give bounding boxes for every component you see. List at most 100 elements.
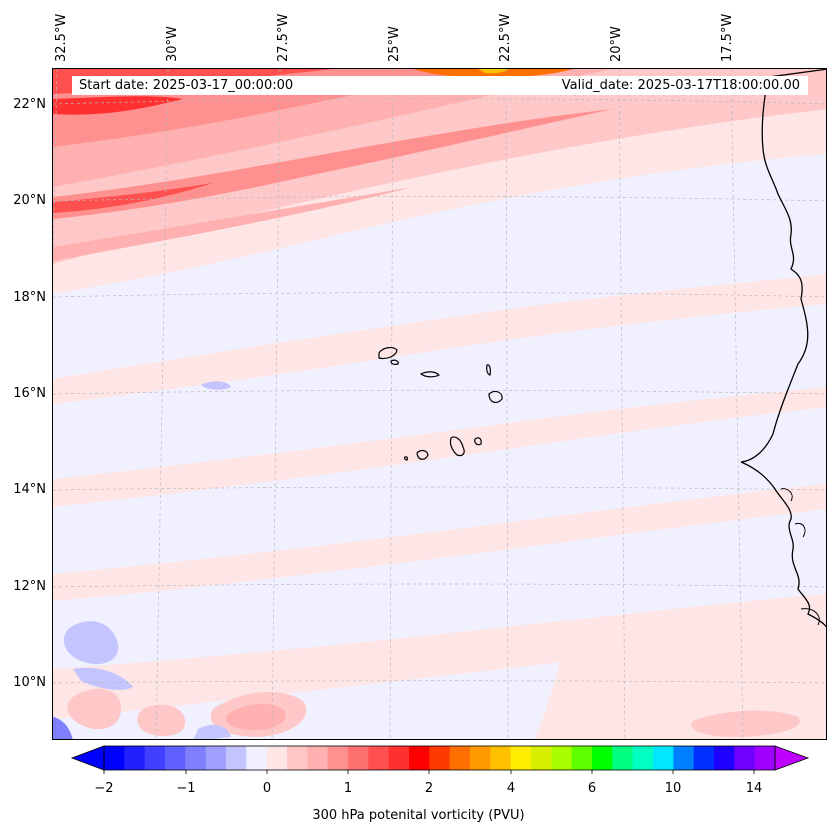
island-santiago <box>449 436 465 457</box>
colorbar-segment <box>673 746 695 770</box>
island-santo-antao <box>378 347 398 360</box>
colorbar-segment <box>551 746 573 770</box>
colorbar-segment <box>144 746 166 770</box>
map-panel[interactable] <box>52 68 827 740</box>
pv-negative-patch-5 <box>201 381 231 390</box>
pv-negative-patch-1 <box>63 621 119 665</box>
colorbar-segment <box>714 746 735 770</box>
pv-streak-2 <box>53 387 826 507</box>
lat-label-10n: 10°N <box>13 675 46 690</box>
island-maio <box>474 437 482 446</box>
lat-label-18n: 18°N <box>13 290 46 305</box>
pv-patch-south-3 <box>67 688 122 730</box>
colorbar-segment <box>592 746 613 770</box>
pv-patch-south-4 <box>137 704 186 737</box>
gridlines <box>53 69 826 739</box>
cb-tick-label: 14 <box>745 781 763 796</box>
island-fogo <box>416 449 429 460</box>
start-date-label: Start date: 2025-03-17_00:00:00 <box>79 78 294 93</box>
lon-label-32-5w: 32.5°W <box>54 13 69 62</box>
colorbar-segment <box>409 746 430 770</box>
colorbar-segment <box>693 746 715 770</box>
colorbar-segment <box>205 746 227 770</box>
pv-negative-patch-4 <box>193 724 231 739</box>
colorbar-segment <box>470 746 491 770</box>
island-sal <box>486 364 491 376</box>
lat-label-20n: 20°N <box>13 193 46 208</box>
cape-verde-islands <box>378 347 503 461</box>
lon-label-17-5w: 17.5°W <box>720 13 735 62</box>
colorbar-under-arrow <box>70 745 105 771</box>
pv-contour-top-peak-core <box>478 69 508 74</box>
cb-tick-label: 0 <box>262 781 272 796</box>
pv-blob-southeast <box>533 604 826 739</box>
africa-coastline-inner <box>780 488 820 626</box>
pv-contour-lower-band <box>53 187 413 261</box>
lat-label-12n: 12°N <box>13 579 46 594</box>
colorbar-segment <box>754 746 776 770</box>
island-sao-vicente <box>390 359 399 365</box>
lon-label-27-5w: 27.5°W <box>276 13 291 62</box>
pv-streak-3 <box>53 484 826 601</box>
colorbar-segment <box>571 746 593 770</box>
colorbar-segment <box>165 746 186 770</box>
cb-tick-label: 2 <box>424 781 434 796</box>
africa-coastline <box>740 69 826 628</box>
colorbar-over-arrow <box>774 745 810 771</box>
pv-patch-south-2 <box>225 703 286 731</box>
colorbar-segment <box>632 746 654 770</box>
colorbar-segment <box>368 746 390 770</box>
island-boa-vista <box>488 390 503 404</box>
colorbar-title: 300 hPa potenital vorticity (PVU) <box>312 808 525 823</box>
colorbar-segment <box>734 746 756 770</box>
cb-tick-label: 10 <box>664 781 682 796</box>
colorbar-segment <box>510 746 532 770</box>
colorbar-segment <box>531 746 552 770</box>
colorbar-segment <box>104 746 125 770</box>
pv-patch-southeast <box>691 710 800 737</box>
colorbar <box>70 745 810 774</box>
colorbar-outline <box>103 745 776 771</box>
colorbar-segment <box>246 746 268 770</box>
colorbar-segment <box>612 746 634 770</box>
pv-contour-secondary-core <box>53 183 213 213</box>
colorbar-segments <box>104 746 776 770</box>
colorbar-segment <box>226 746 247 770</box>
colorbar-segment <box>429 746 451 770</box>
pv-field-map <box>53 69 826 739</box>
colorbar-segment <box>348 746 369 770</box>
island-brava <box>404 456 408 461</box>
lon-label-25w: 25°W <box>387 26 402 62</box>
cb-tick-label: 4 <box>506 781 516 796</box>
date-info-bar: Start date: 2025-03-17_00:00:00 Valid_da… <box>72 76 808 95</box>
lon-label-20w: 20°W <box>609 26 624 62</box>
colorbar-segment <box>307 746 329 770</box>
lat-label-14n: 14°N <box>13 482 46 497</box>
colorbar-segment <box>185 746 207 770</box>
colorbar-segment <box>124 746 146 770</box>
lon-label-30w: 30°W <box>165 26 180 62</box>
pv-contour-band-core <box>53 96 183 115</box>
lat-label-16n: 16°N <box>13 386 46 401</box>
pv-negative-patch-2 <box>73 667 133 690</box>
cb-tick-label: −1 <box>176 781 196 796</box>
colorbar-segment <box>653 746 674 770</box>
colorbar-segment <box>449 746 471 770</box>
colorbar-segment <box>327 746 349 770</box>
lat-label-22n: 22°N <box>13 97 46 112</box>
colorbar-segment <box>388 746 410 770</box>
pv-contour-top-peak <box>413 69 573 78</box>
cb-tick-label: 1 <box>343 781 353 796</box>
valid-date-label: Valid_date: 2025-03-17T18:00:00.00 <box>561 78 800 93</box>
pv-streak-1 <box>53 274 826 404</box>
colorbar-segment <box>266 746 288 770</box>
island-sao-nicolau <box>419 371 441 378</box>
pv-contour-secondary-band <box>53 109 613 219</box>
pv-negative-patch-3 <box>53 717 73 739</box>
lon-label-22-5w: 22.5°W <box>498 13 513 62</box>
colorbar-segment <box>490 746 512 770</box>
cb-tick-label: −2 <box>94 781 114 796</box>
colorbar-segment <box>287 746 308 770</box>
cb-tick-label: 6 <box>587 781 597 796</box>
colorbar-ticks <box>103 770 755 774</box>
